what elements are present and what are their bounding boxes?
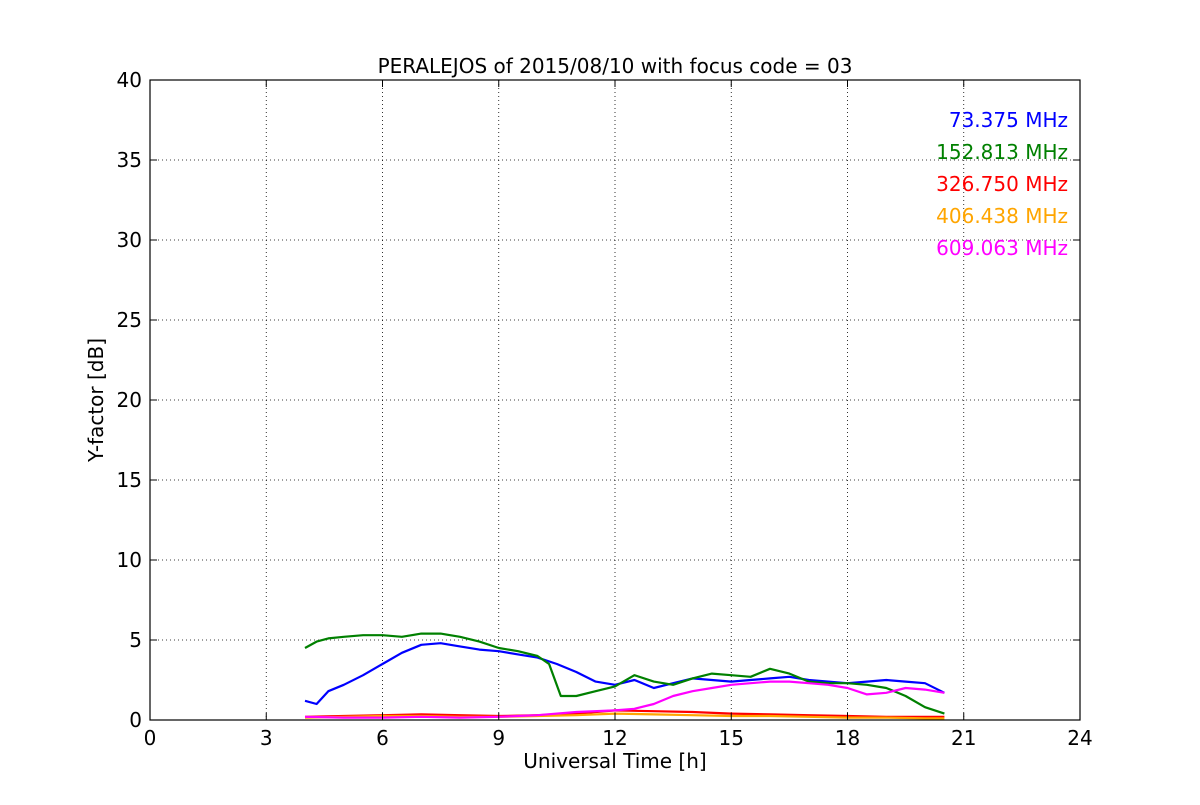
y-tick-label: 10 <box>117 548 142 572</box>
y-tick-label: 30 <box>117 228 142 252</box>
legend-entry-1: 152.813 MHz <box>936 140 1068 164</box>
legend-entry-0: 73.375 MHz <box>949 108 1068 132</box>
series-line-1 <box>304 632 945 715</box>
legend-entry-4: 609.063 MHz <box>936 236 1068 260</box>
gridlines <box>150 80 1080 720</box>
y-tick-label: 15 <box>117 468 142 492</box>
y-tick-label: 20 <box>117 388 142 412</box>
legend: 73.375 MHz 152.813 MHz 326.750 MHz 406.438 … <box>936 108 1068 260</box>
x-tick-label: 15 <box>719 726 744 750</box>
x-tick-label: 24 <box>1067 726 1092 750</box>
x-tick-label: 9 <box>492 726 505 750</box>
y-tick-label: 25 <box>117 308 142 332</box>
x-tick-label: 21 <box>951 726 976 750</box>
axis-ticks: 0 3 6 9 12 15 18 21 24 0 5 10 15 20 25 30 35 40 <box>117 68 1093 750</box>
legend-entry-3: 406.438 MHz <box>936 204 1068 228</box>
x-tick-label: 0 <box>144 726 157 750</box>
series-lines <box>304 632 945 720</box>
x-tick-label: 12 <box>602 726 627 750</box>
series-line-2 <box>304 709 945 718</box>
x-tick-label: 6 <box>376 726 389 750</box>
y-tick-label: 0 <box>129 708 142 732</box>
y-axis-label: Y-factor [dB] <box>84 338 108 463</box>
x-tick-label: 18 <box>835 726 860 750</box>
x-tick-label: 3 <box>260 726 273 750</box>
y-tick-label: 5 <box>129 628 142 652</box>
series-line-4 <box>304 680 945 719</box>
y-tick-label: 35 <box>117 148 142 172</box>
y-tick-label: 40 <box>117 68 142 92</box>
legend-entry-2: 326.750 MHz <box>936 172 1068 196</box>
chart-title: PERALEJOS of 2015/08/10 with focus code … <box>378 54 853 78</box>
x-axis-label: Universal Time [h] <box>523 749 706 773</box>
